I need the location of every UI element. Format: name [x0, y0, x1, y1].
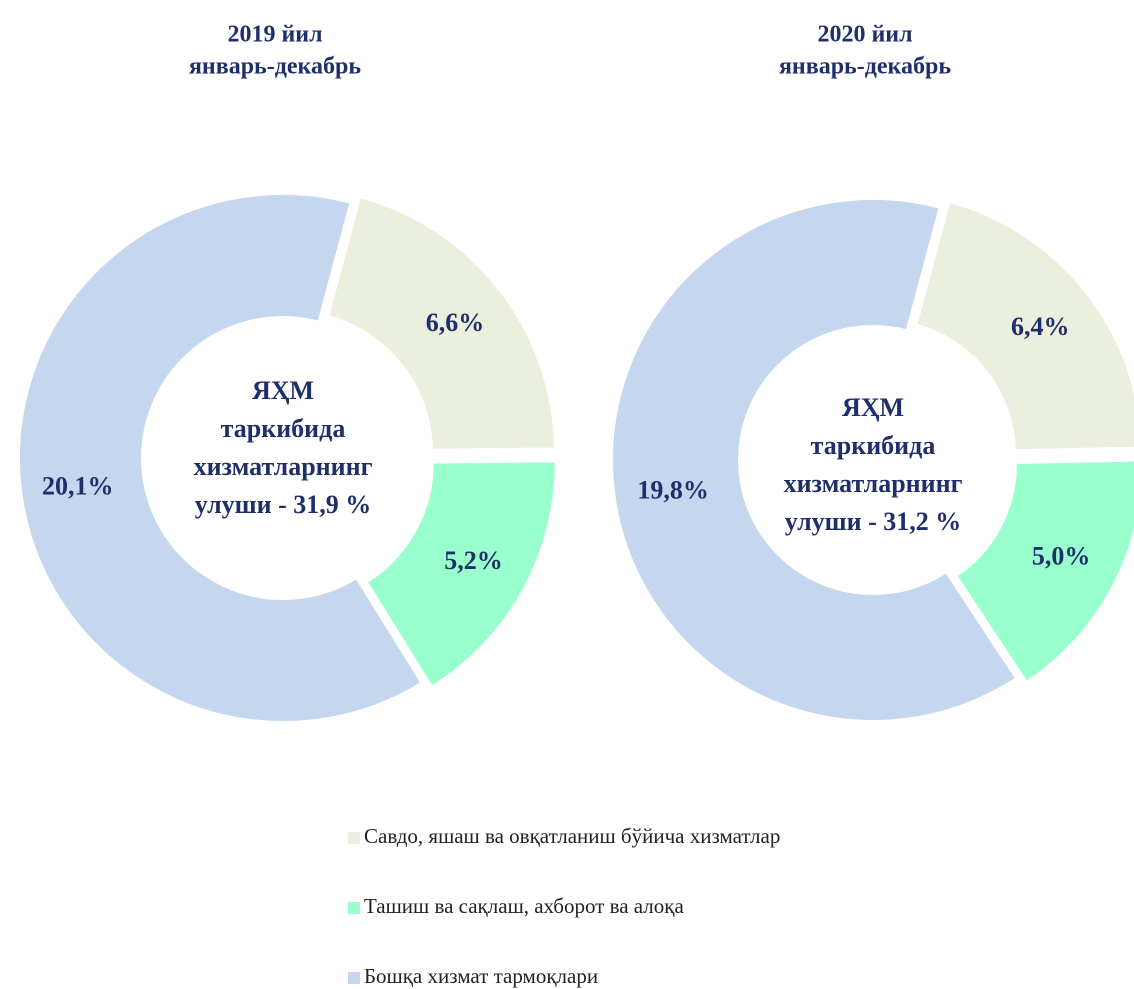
value-label: 19,8%	[637, 475, 709, 504]
legend-swatch	[348, 972, 360, 984]
slice	[609, 196, 1021, 724]
center-label: таркибида	[811, 431, 936, 460]
chart-title: 2019 йил	[227, 22, 322, 48]
center-label: улуши - 31,2 %	[785, 507, 962, 536]
slice	[912, 198, 1134, 454]
center-label: таркибида	[221, 414, 346, 443]
slice	[324, 193, 558, 453]
value-label: 5,2%	[444, 546, 503, 575]
slice	[362, 458, 559, 691]
center-label: ЯҲМ	[252, 376, 314, 405]
center-label: хизматларнинг	[784, 469, 963, 498]
value-label: 20,1%	[42, 471, 114, 500]
legend-swatch	[348, 832, 360, 844]
legend-label: Бошқа хизмат тармоқлари	[364, 964, 598, 988]
legend-label: Ташиш ва сақлаш, ахборот ва алоқа	[364, 894, 684, 918]
legend-swatch	[348, 902, 360, 914]
chart-subtitle: январь-декабрь	[189, 54, 361, 80]
center-label: хизматларнинг	[194, 452, 373, 481]
value-label: 5,0%	[1032, 542, 1091, 571]
legend-label: Савдо, яшаш ва овқатланиш бўйича хизматл…	[364, 824, 780, 848]
value-label: 6,4%	[1011, 312, 1070, 341]
chart-subtitle: январь-декабрь	[779, 54, 951, 80]
slice	[16, 191, 426, 725]
center-label: ЯҲМ	[842, 393, 904, 422]
chart-title: 2020 йил	[817, 22, 912, 48]
value-label: 6,6%	[426, 308, 485, 337]
center-label: улуши - 31,9 %	[195, 490, 372, 519]
slice	[952, 457, 1134, 686]
